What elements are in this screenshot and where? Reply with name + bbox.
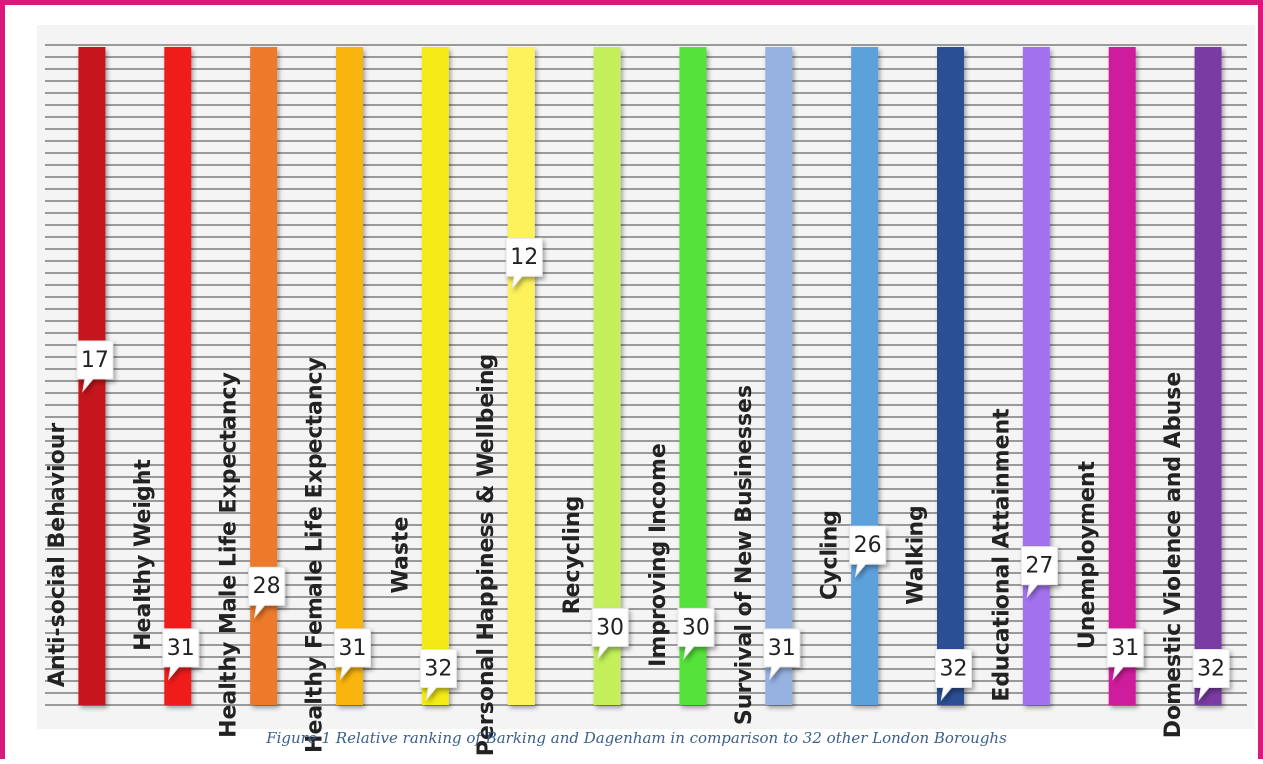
callout-box [162,628,200,681]
rank-value: 30 [682,615,710,640]
category-label: Healthy Female Life Expectancy [303,357,328,753]
plot-background [37,25,1255,729]
category-label: Survival of New Businesses [732,385,757,725]
rank-value: 31 [1111,636,1139,661]
callout-box [763,628,801,681]
rank-callout [505,237,543,290]
bar [937,47,964,705]
rank-value: 26 [854,533,882,558]
callout-box [849,525,887,578]
rank-callout [1192,648,1230,702]
rank-value: 28 [253,574,281,599]
category-label: Recycling [560,496,585,615]
rank-callout [76,340,114,393]
bar [507,47,535,705]
rank-value: 32 [1197,656,1225,681]
callout-box [935,648,972,702]
callout-box [419,648,457,702]
bar [593,47,621,705]
callout-box [1106,628,1144,681]
rank-callout [248,566,286,619]
category-label: Healthy Male Life Expectancy [217,372,242,738]
rank-callout [162,628,200,681]
figure-caption: Figure 1 Relative ranking of Barking and… [266,729,1007,747]
bar [336,47,363,705]
rank-callout [419,648,457,702]
category-label: Improving Income [646,443,671,667]
rank-value: 31 [768,636,796,661]
rank-callout [849,525,887,578]
category-label: Healthy Weight [131,459,156,651]
callout-box [248,566,286,619]
callout-box [1192,648,1230,702]
bar [1194,47,1222,705]
bar [765,47,793,705]
callout-box [677,607,715,661]
rank-value: 30 [596,615,624,640]
rank-callout [935,648,972,702]
bar [679,47,707,705]
category-label: Unemployment [1075,460,1100,649]
rank-callout [591,607,629,661]
category-label: Walking [904,505,929,604]
bar [1108,47,1136,705]
callout-box [76,340,114,393]
rank-value: 32 [424,656,452,681]
bar [851,47,879,705]
rank-value: 31 [167,636,195,661]
category-label: Domestic Violence and Abuse [1161,372,1186,738]
rank-value: 17 [81,348,109,373]
rank-callout [763,628,801,681]
chart-plot: Anti-social Behaviour 17 Healthy Weight 31 H… [37,25,1255,757]
bar [421,47,449,705]
rank-value: 32 [940,656,968,681]
rank-value: 27 [1025,554,1053,579]
category-label: Cycling [818,510,843,600]
rank-callout [334,628,371,681]
rank-value: 12 [510,245,538,270]
category-label: Anti-social Behaviour [45,423,70,688]
rank-callout [1106,628,1144,681]
category-label: Educational Attainment [989,408,1014,702]
bar [1022,47,1050,705]
callout-box [505,237,543,290]
callout-box [1020,546,1058,599]
rank-callout [1020,546,1058,599]
rank-value: 31 [339,636,367,661]
callout-box [334,628,371,681]
category-label: Personal Happiness & Wellbeing [474,354,499,757]
bar [164,47,192,705]
callout-box [591,607,629,661]
rank-callout [677,607,715,661]
category-label: Waste [388,517,413,594]
